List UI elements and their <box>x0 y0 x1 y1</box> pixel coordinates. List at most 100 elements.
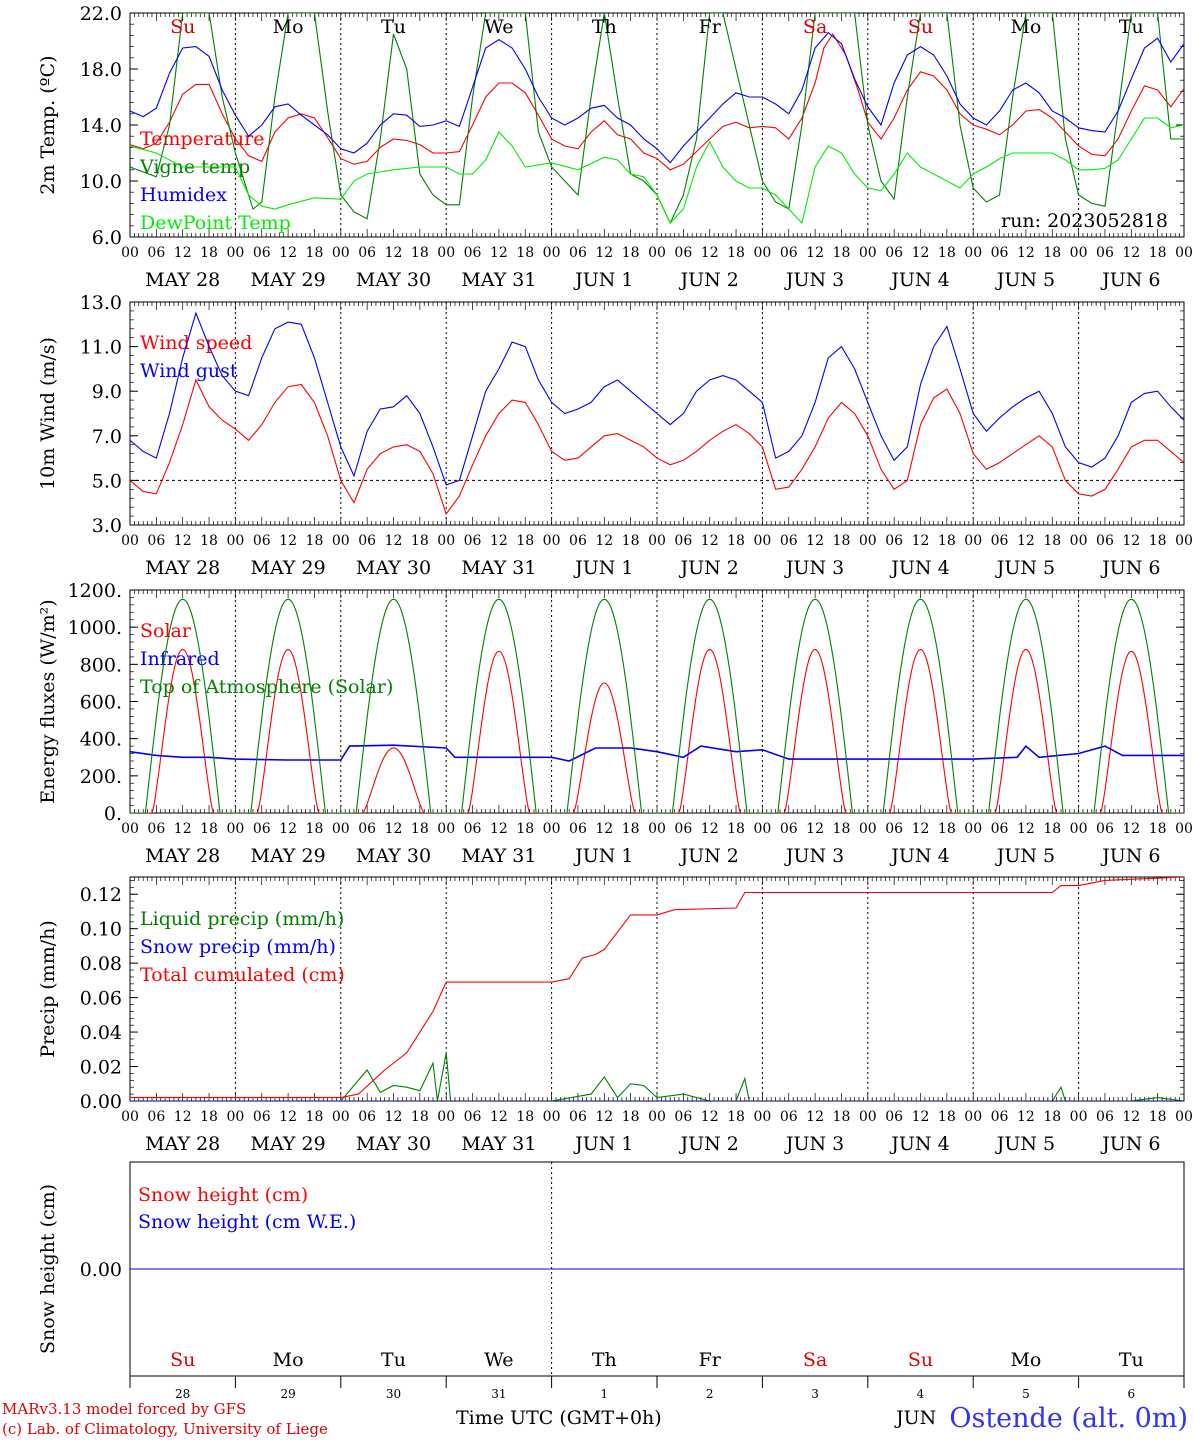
hour-tick-label: 06 <box>569 533 587 549</box>
y-tick-label: 800. <box>80 654 122 676</box>
date-label: JUN 6 <box>1100 269 1160 291</box>
weekday-label: Su <box>170 16 195 38</box>
hour-tick-label: 06 <box>464 1109 482 1125</box>
date-label: MAY 31 <box>461 845 536 867</box>
hour-tick-label: 18 <box>516 1109 534 1125</box>
hour-tick-label: 18 <box>1043 533 1061 549</box>
hour-tick-label: 00 <box>543 533 561 549</box>
date-label: JUN 5 <box>995 1133 1055 1155</box>
hour-tick-label: 06 <box>991 821 1009 837</box>
hour-tick-label: 12 <box>701 533 719 549</box>
date-label: JUN 3 <box>784 269 844 291</box>
day-number-label: 2 <box>706 1387 714 1401</box>
hour-tick-label: 12 <box>912 821 930 837</box>
hour-tick-label: 06 <box>780 245 798 261</box>
hour-tick-label: 12 <box>174 821 192 837</box>
hour-tick-label: 06 <box>147 533 165 549</box>
hour-tick-label: 00 <box>859 245 877 261</box>
day-number-label: 4 <box>917 1387 925 1401</box>
legend-top-of-atmosphere-solar-: Top of Atmosphere (Solar) <box>140 676 393 698</box>
date-label: JUN 3 <box>784 845 844 867</box>
hour-tick-label: 12 <box>806 245 824 261</box>
hour-tick-label: 06 <box>358 1109 376 1125</box>
panel-5: 0.00 Snow height (cm) Snow height (cm) Snow… <box>37 1161 1185 1377</box>
hour-tick-label: 06 <box>253 1109 271 1125</box>
y-tick-label: 600. <box>80 692 122 714</box>
weekday-label: Tu <box>1119 16 1144 38</box>
y-tick-label: 0.12 <box>80 884 122 906</box>
hour-tick-label: 06 <box>253 533 271 549</box>
date-label: MAY 29 <box>251 269 326 291</box>
panel-4: 0.00 0.02 0.04 0.06 0.08 0.10 0.12 Precip (mm/h… <box>37 876 1193 1155</box>
hour-tick-label: 00 <box>1070 821 1088 837</box>
hour-tick-label: 18 <box>1043 245 1061 261</box>
hour-tick-label: 00 <box>753 821 771 837</box>
hour-tick-label: 00 <box>964 245 982 261</box>
weekday-label: Th <box>592 16 617 38</box>
date-label: JUN 3 <box>784 1133 844 1155</box>
legend-snow-precip-mm-h-: Snow precip (mm/h) <box>140 936 336 958</box>
date-label: JUN 6 <box>1100 845 1160 867</box>
hour-tick-label: 18 <box>1043 1109 1061 1125</box>
weekday-label: Tu <box>1119 1349 1144 1371</box>
hour-tick-label: 12 <box>1122 533 1140 549</box>
hour-tick-label: 00 <box>1070 533 1088 549</box>
hour-tick-label: 12 <box>279 245 297 261</box>
hour-tick-label: 18 <box>727 533 745 549</box>
credit-line: MARv3.13 model forced by GFS <box>2 1400 246 1418</box>
y-tick-label: 10.0 <box>80 171 122 193</box>
day-number-label: 28 <box>175 1387 190 1401</box>
hour-tick-label: 06 <box>885 1109 903 1125</box>
date-label: MAY 28 <box>145 557 220 579</box>
date-label: JUN 4 <box>889 845 949 867</box>
hour-tick-label: 00 <box>1175 821 1193 837</box>
y-axis-label: 10m Wind (m/s) <box>37 337 59 490</box>
hour-tick-label: 00 <box>648 821 666 837</box>
hour-tick-label: 12 <box>701 821 719 837</box>
y-axis-label: Energy fluxes (W/m²) <box>37 599 59 803</box>
date-label: MAY 29 <box>251 845 326 867</box>
legend-infrared: Infrared <box>140 648 220 670</box>
hour-tick-label: 06 <box>780 1109 798 1125</box>
date-label: MAY 28 <box>145 845 220 867</box>
date-label: MAY 30 <box>356 557 431 579</box>
hour-tick-label: 00 <box>1070 1109 1088 1125</box>
panel-3: 0. 200. 400. 600. 800. 1000. 1200. Energy fluxe… <box>37 580 1193 867</box>
hour-tick-label: 18 <box>938 821 956 837</box>
weekday-label: Mo <box>273 16 304 38</box>
weekday-label: Sa <box>803 1349 827 1371</box>
series-line-humidex <box>130 31 1184 164</box>
weekday-label: Mo <box>273 1349 304 1371</box>
legend-dewpoint-temp: DewPoint Temp <box>140 212 291 234</box>
hour-tick-label: 00 <box>543 245 561 261</box>
hour-tick-label: 18 <box>833 1109 851 1125</box>
y-tick-label: 9.0 <box>92 381 122 403</box>
weekday-label: Su <box>908 16 933 38</box>
hour-tick-label: 12 <box>490 1109 508 1125</box>
date-label: JUN 4 <box>889 1133 949 1155</box>
hour-tick-label: 18 <box>306 821 324 837</box>
date-label: MAY 31 <box>461 269 536 291</box>
hour-tick-label: 06 <box>991 533 1009 549</box>
hour-tick-label: 12 <box>279 821 297 837</box>
series-line-dewpoint-temp <box>130 117 1184 225</box>
y-tick-label: 6.0 <box>92 227 122 249</box>
y-tick-label: 22.0 <box>80 3 122 25</box>
series-line-temperature <box>130 32 1184 171</box>
hour-tick-label: 12 <box>490 245 508 261</box>
series-line-total-cumulated-cm- <box>130 877 1184 1099</box>
hour-tick-label: 12 <box>912 533 930 549</box>
hour-tick-label: 18 <box>622 245 640 261</box>
hour-tick-label: 12 <box>595 821 613 837</box>
hour-tick-label: 06 <box>147 1109 165 1125</box>
hour-tick-label: 18 <box>516 245 534 261</box>
hour-tick-label: 00 <box>332 1109 350 1125</box>
hour-tick-label: 06 <box>780 821 798 837</box>
hour-tick-label: 18 <box>833 533 851 549</box>
date-label: MAY 31 <box>461 1133 536 1155</box>
legend-humidex: Humidex <box>140 184 227 206</box>
hour-tick-label: 06 <box>464 533 482 549</box>
hour-tick-label: 12 <box>490 821 508 837</box>
hour-tick-label: 12 <box>806 1109 824 1125</box>
